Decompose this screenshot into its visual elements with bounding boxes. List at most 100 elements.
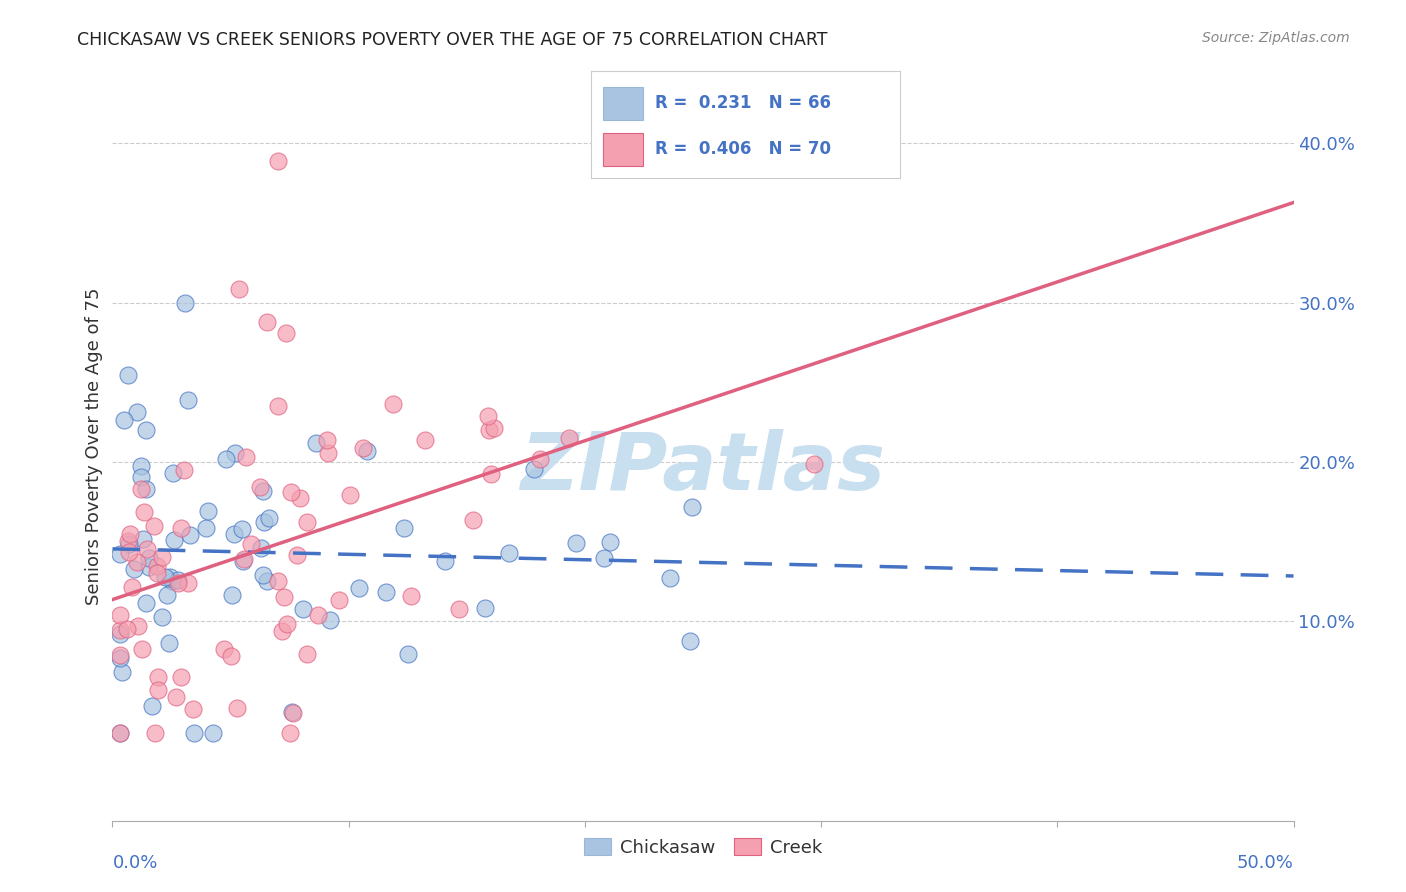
Point bbox=[197, 504, 219, 518]
Point bbox=[292, 601, 315, 615]
Point bbox=[222, 527, 245, 541]
Point bbox=[295, 647, 318, 661]
Point bbox=[117, 545, 139, 559]
Point bbox=[135, 423, 157, 437]
Text: ZIPatlas: ZIPatlas bbox=[520, 429, 886, 508]
Point bbox=[250, 541, 273, 556]
Point bbox=[141, 699, 163, 714]
Point bbox=[108, 626, 131, 640]
Point bbox=[316, 445, 339, 459]
Point bbox=[120, 526, 142, 541]
Point bbox=[129, 470, 152, 484]
Point bbox=[195, 521, 218, 535]
Point bbox=[235, 450, 257, 464]
Text: R =  0.231   N = 66: R = 0.231 N = 66 bbox=[655, 95, 831, 112]
Point bbox=[108, 726, 131, 740]
Point bbox=[134, 505, 156, 519]
Point bbox=[267, 574, 290, 588]
Point bbox=[434, 554, 457, 568]
Point bbox=[162, 574, 184, 588]
Point bbox=[153, 570, 176, 584]
Point bbox=[339, 488, 361, 502]
Point bbox=[498, 545, 520, 559]
Point bbox=[219, 648, 242, 663]
Point bbox=[449, 602, 471, 616]
Point bbox=[174, 296, 197, 310]
Point bbox=[157, 636, 180, 650]
Point bbox=[681, 500, 703, 514]
Point bbox=[143, 519, 166, 533]
Point bbox=[276, 616, 298, 631]
Point bbox=[117, 533, 139, 548]
Y-axis label: Seniors Poverty Over the Age of 75: Seniors Poverty Over the Age of 75 bbox=[84, 287, 103, 605]
Point bbox=[478, 423, 501, 437]
Point bbox=[479, 467, 502, 481]
Point bbox=[463, 513, 485, 527]
Point bbox=[558, 431, 581, 445]
Point bbox=[352, 441, 374, 455]
Point bbox=[399, 590, 422, 604]
Point bbox=[221, 589, 243, 603]
Point bbox=[224, 446, 246, 460]
Point bbox=[328, 592, 350, 607]
Point bbox=[256, 574, 278, 588]
Point bbox=[166, 576, 188, 591]
Point bbox=[274, 326, 297, 340]
Point bbox=[288, 491, 311, 506]
Point bbox=[267, 399, 290, 413]
Point bbox=[679, 633, 702, 648]
Point bbox=[202, 726, 225, 740]
Point bbox=[146, 559, 169, 574]
Point bbox=[156, 588, 179, 602]
Point bbox=[138, 550, 160, 565]
Point bbox=[593, 550, 616, 565]
Text: R =  0.406   N = 70: R = 0.406 N = 70 bbox=[655, 141, 831, 159]
Point bbox=[523, 462, 546, 476]
Point bbox=[281, 705, 304, 719]
Point bbox=[150, 610, 173, 624]
Point bbox=[474, 601, 496, 615]
Point bbox=[108, 623, 131, 637]
Point bbox=[347, 581, 370, 595]
Point bbox=[374, 585, 396, 599]
Point bbox=[148, 670, 170, 684]
Point bbox=[127, 619, 149, 633]
Point bbox=[233, 551, 256, 566]
Point bbox=[240, 537, 263, 551]
Point bbox=[148, 682, 170, 697]
Point bbox=[382, 397, 405, 411]
Point bbox=[278, 726, 301, 740]
Point bbox=[256, 315, 278, 329]
Point bbox=[214, 451, 236, 466]
Point bbox=[111, 665, 134, 680]
Point bbox=[267, 153, 290, 168]
Point bbox=[118, 537, 141, 551]
Point bbox=[108, 651, 131, 665]
Point bbox=[179, 528, 201, 542]
Point bbox=[162, 467, 184, 481]
Point bbox=[129, 459, 152, 474]
Point bbox=[115, 622, 138, 636]
Point bbox=[273, 591, 295, 605]
Point bbox=[173, 463, 195, 477]
Point bbox=[159, 570, 181, 584]
Point bbox=[565, 536, 588, 550]
Point bbox=[131, 642, 153, 657]
Point bbox=[135, 596, 157, 610]
Point bbox=[307, 607, 329, 622]
Point bbox=[135, 541, 157, 556]
Text: 0.0%: 0.0% bbox=[112, 855, 157, 872]
Point bbox=[319, 613, 342, 627]
Point bbox=[112, 413, 135, 427]
Point bbox=[108, 547, 131, 561]
Point bbox=[394, 521, 416, 535]
Point bbox=[231, 522, 253, 536]
Point bbox=[257, 510, 280, 524]
Point bbox=[305, 436, 328, 450]
Point bbox=[249, 480, 271, 494]
Point bbox=[143, 726, 166, 740]
Point bbox=[271, 624, 294, 639]
Point bbox=[396, 647, 419, 661]
Point bbox=[117, 368, 139, 383]
Point bbox=[285, 549, 308, 563]
